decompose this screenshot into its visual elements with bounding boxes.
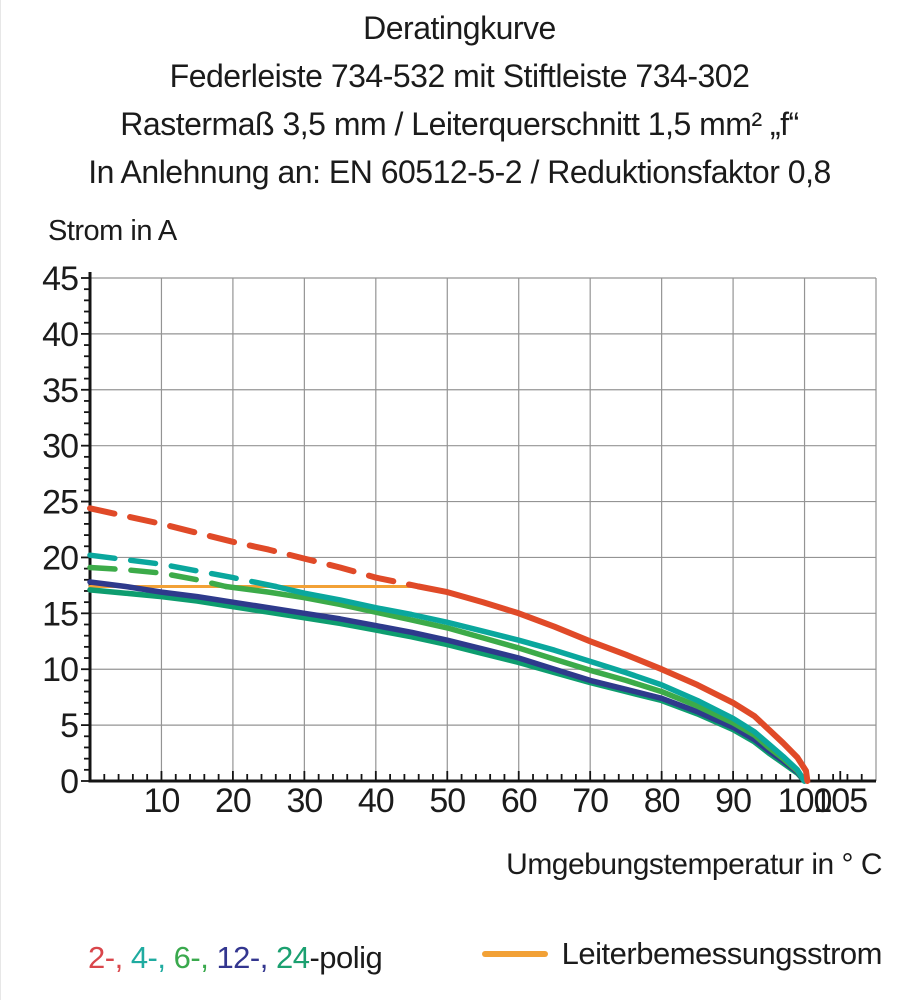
- y-tick-label: 35: [42, 372, 78, 410]
- curve-2-polig-dashed: [87, 505, 422, 590]
- legend-pole-item: 12-,: [216, 940, 268, 975]
- rated-current-line-swatch: [481, 951, 548, 957]
- x-axis-title: Umgebungstemperatur in ° C: [506, 848, 882, 881]
- y-tick-label: 25: [42, 484, 78, 522]
- curve-2-polig: [415, 583, 811, 784]
- curve-6-polig-dashed: [87, 564, 229, 590]
- curve-4-polig: [273, 583, 808, 784]
- title-line-2: Federleiste 734-532 mit Stiftleiste 734-…: [169, 58, 750, 94]
- x-tick-label: 90: [715, 782, 751, 820]
- y-tick-label: 5: [60, 707, 78, 745]
- y-axis-title: Strom in A: [48, 215, 177, 247]
- y-tick-label: 0: [60, 763, 78, 801]
- x-tick-label: 70: [572, 782, 608, 820]
- chart-title-block: Deratingkurve Federleiste 734-532 mit St…: [1, 4, 917, 196]
- y-tick-label: 10: [42, 651, 78, 689]
- legend-pole-item: 2-,: [88, 940, 123, 975]
- x-tick-label: 20: [215, 782, 251, 820]
- legend-rated-current: Leiterbemessungsstrom: [481, 936, 883, 972]
- x-tick-label: 100: [778, 782, 832, 820]
- y-tick-label: 20: [42, 539, 78, 577]
- legend-pole-item: 6-,: [173, 940, 209, 975]
- x-tick-label: 10: [144, 782, 180, 820]
- y-tick-label: 30: [42, 428, 78, 466]
- curve-4-polig-dashed: [87, 552, 279, 590]
- y-tick-label: 45: [42, 260, 78, 298]
- title-line-1: Deratingkurve: [363, 10, 556, 46]
- x-tick-label: 50: [429, 782, 465, 820]
- y-tick-label: 15: [42, 595, 78, 633]
- x-tick-label: 105: [813, 782, 867, 820]
- title-line-3: Rastermaß 3,5 mm / Leiterquerschnitt 1,5…: [120, 106, 799, 142]
- curve-12-polig: [87, 579, 808, 784]
- legend-pole-item: 4-,: [130, 940, 166, 975]
- x-tick-label: 80: [644, 782, 680, 820]
- x-tick-label: 60: [501, 782, 537, 820]
- legend-pole-counts: 2-, 4-, 6-, 12-, 24-polig: [88, 940, 383, 976]
- rated-current-label: Leiterbemessungsstrom: [561, 936, 883, 971]
- x-tick-label: 30: [286, 782, 322, 820]
- legend-pole-suffix: -polig: [309, 940, 383, 975]
- y-tick-label: 40: [42, 316, 78, 354]
- legend-pole-item: 24: [275, 940, 310, 975]
- title-line-4: In Anlehnung an: EN 60512-5-2 / Reduktio…: [88, 154, 831, 190]
- x-tick-label: 40: [358, 782, 394, 820]
